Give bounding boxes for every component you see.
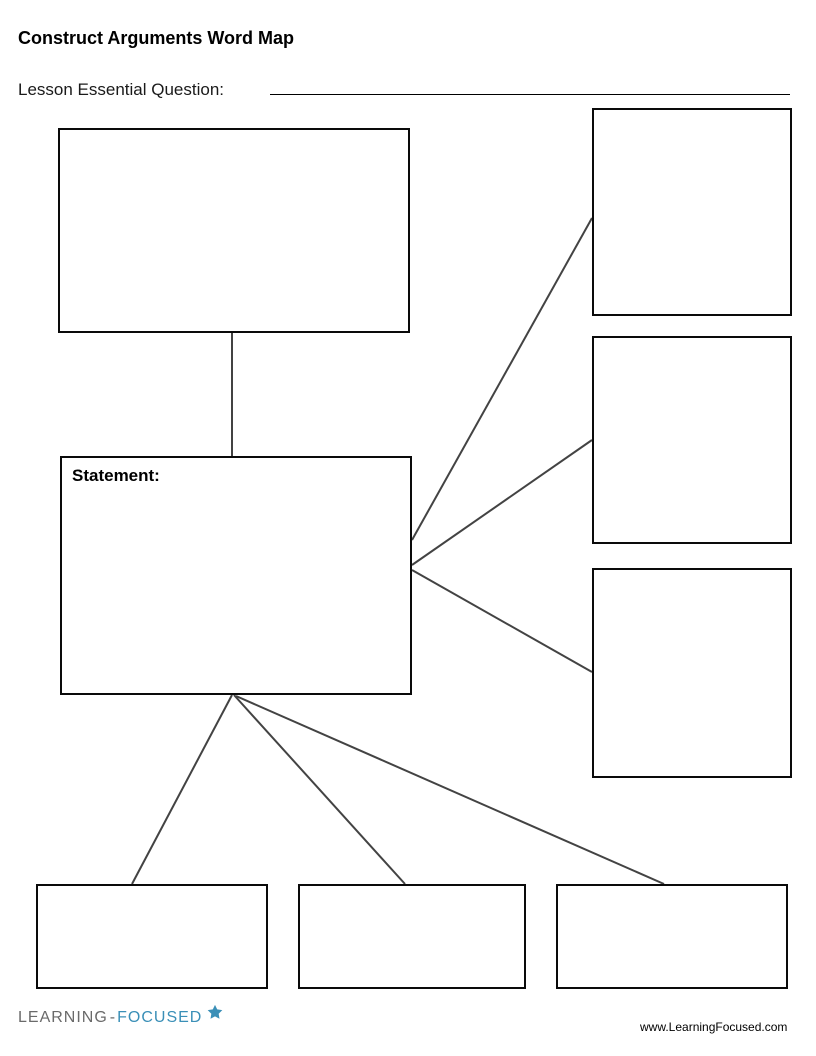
bottom-box-2 [298,884,526,989]
top-left-box [58,128,410,333]
bottom-box-1 [36,884,268,989]
right-box-3 [592,568,792,778]
statement-box: Statement: [60,456,412,695]
right-box-1 [592,108,792,316]
top-left-box-label [60,130,408,146]
essential-question-line [270,94,790,95]
logo-dash: - [110,1009,115,1027]
logo-learning-text: LEARNING [18,1009,108,1027]
essential-question-label: Lesson Essential Question: [18,80,224,100]
footer-url: www.LearningFocused.com [640,1020,787,1034]
statement-box-label: Statement: [62,458,410,494]
logo: LEARNING - FOCUSED [18,1004,226,1031]
page-title: Construct Arguments Word Map [18,28,294,49]
right-box-2 [592,336,792,544]
bottom-box-3 [556,884,788,989]
logo-star-icon [204,1003,226,1030]
logo-focused-text: FOCUSED [117,1009,202,1027]
